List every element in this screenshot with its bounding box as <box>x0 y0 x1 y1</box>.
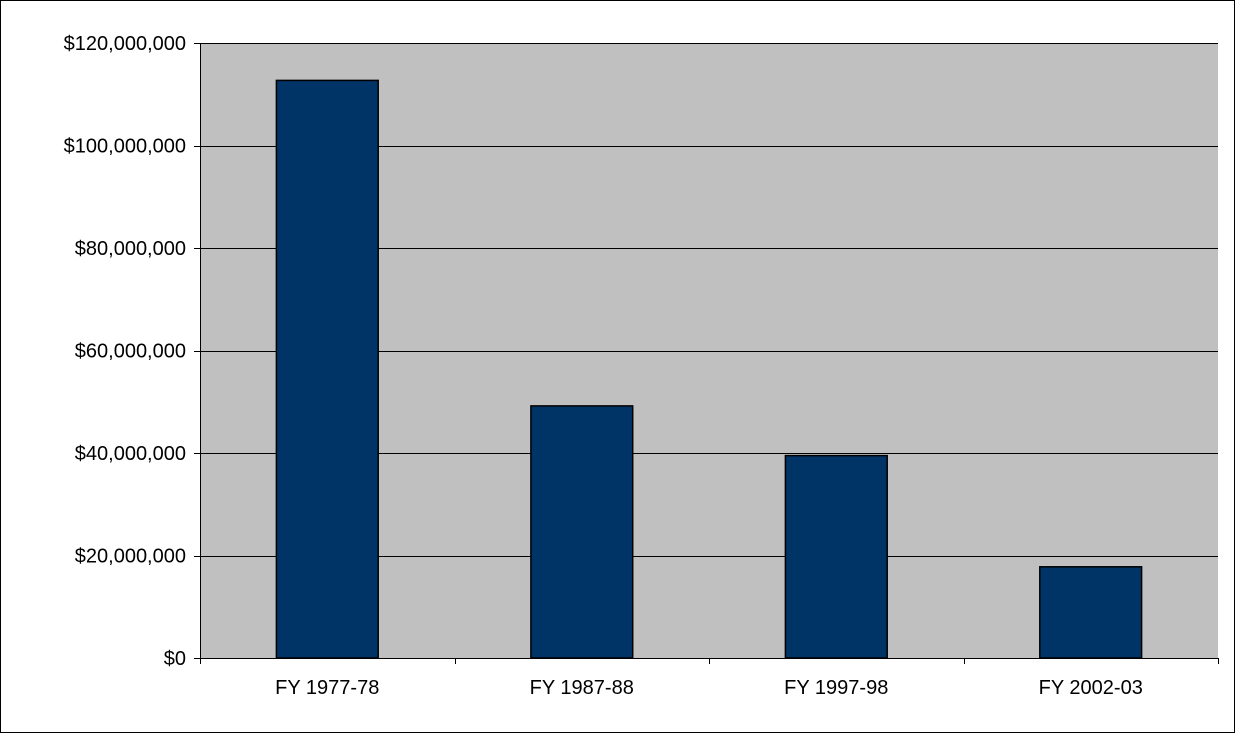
y-tick-labels: $0 $20,000,000 $40,000,000 $60,000,000 $80,0… <box>64 33 186 670</box>
x-tick-labels: FY 1977-78 FY 1987-88 FY 1997-98 FY 2002-03 <box>275 677 1143 699</box>
bar <box>275 79 379 659</box>
y-tick-label: $120,000,000 <box>64 33 186 55</box>
bar <box>1039 566 1143 659</box>
bar <box>530 405 634 659</box>
x-tick-label: FY 1987-88 <box>530 677 634 699</box>
y-tick-label: $20,000,000 <box>75 546 186 568</box>
y-tick-label: $100,000,000 <box>64 136 186 158</box>
x-tick-label: FY 1977-78 <box>275 677 379 699</box>
y-tick-label: $80,000,000 <box>75 238 186 260</box>
y-tick-label: $40,000,000 <box>75 443 186 465</box>
y-tick-label: $0 <box>164 648 186 670</box>
bars <box>275 79 1143 659</box>
x-tick-label: FY 2002-03 <box>1039 677 1143 699</box>
y-tick-label: $60,000,000 <box>75 341 186 363</box>
axes <box>194 43 1219 664</box>
x-tick-label: FY 1997-98 <box>784 677 888 699</box>
bar <box>784 454 888 659</box>
